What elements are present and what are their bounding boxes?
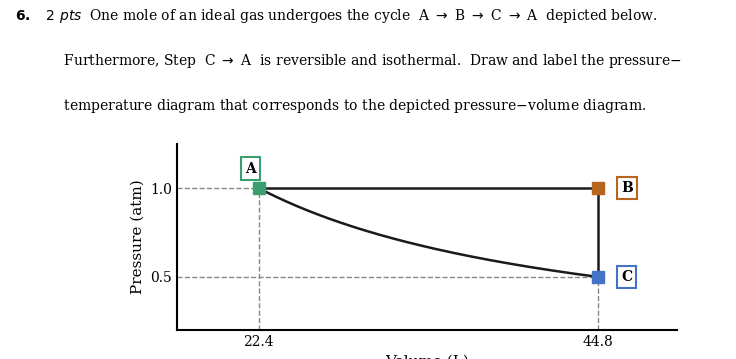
Text: C: C (621, 270, 632, 284)
Text: B: B (621, 181, 633, 195)
Y-axis label: Pressure (atm): Pressure (atm) (130, 180, 144, 294)
Text: A: A (246, 162, 256, 176)
X-axis label: Volume (L): Volume (L) (385, 355, 469, 359)
Text: $\mathbf{6.}$   $\mathit{2\ pts}$  One mole of an ideal gas undergoes the cycle : $\mathbf{6.}$ $\mathit{2\ pts}$ One mole… (15, 7, 657, 25)
Text: Furthermore, Step  C $\rightarrow$ A  is reversible and isothermal.  Draw and la: Furthermore, Step C $\rightarrow$ A is r… (15, 52, 682, 70)
Text: temperature diagram that corresponds to the depicted pressure$-$volume diagram.: temperature diagram that corresponds to … (15, 97, 646, 115)
